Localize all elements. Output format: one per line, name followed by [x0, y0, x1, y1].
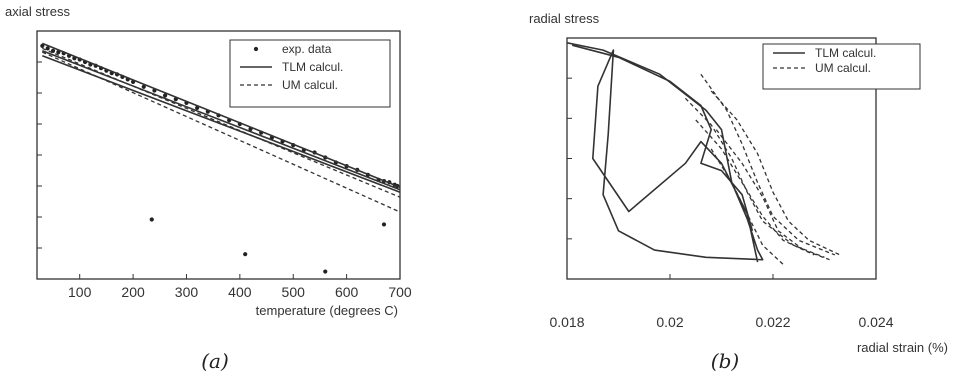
plot-area [567, 42, 841, 265]
data-point-exp-data [149, 217, 154, 222]
data-point-exp-data [163, 93, 168, 98]
data-point-exp-data [381, 222, 387, 227]
series-line-tlm-calcul [42, 50, 400, 191]
plot-area [40, 42, 400, 274]
series-line-um-calcul [42, 47, 400, 198]
legend-label-exp-data: exp. data [282, 42, 332, 56]
chart-b: 0.018 0.02 0.022 0.024 radial stress radial s… [529, 11, 948, 373]
x-tick-label: 0.018 [549, 314, 584, 330]
series-line-um-calcul [695, 119, 815, 256]
y-axis-title: axial stress [5, 4, 71, 19]
x-tick-label: 400 [228, 284, 252, 300]
legend-label-um-calcul: UM calcul. [282, 78, 338, 92]
series-line-tlm-calcul [571, 44, 754, 232]
legend-label-tlm-calcul: TLM calcul. [815, 46, 876, 60]
series-line-um-calcul [710, 148, 784, 265]
data-point-exp-data [243, 252, 248, 257]
x-tick-label: 700 [388, 284, 412, 300]
x-tick-label: 0.022 [755, 314, 790, 330]
chart-a: 100 200 300 400 500 600 700 axial stress tempera… [5, 4, 412, 373]
data-point-exp-data [40, 43, 45, 48]
x-axis-title: temperature (degrees C) [256, 303, 398, 318]
series-line-um-calcul [710, 90, 841, 256]
data-point-exp-data [141, 84, 146, 89]
x-tick-label: 100 [68, 284, 92, 300]
legend-box [762, 43, 921, 90]
data-point-exp-data [45, 46, 50, 51]
legend-swatch-exp-data [253, 46, 259, 52]
series-line-um-calcul [684, 97, 825, 258]
data-point-exp-data [323, 269, 328, 274]
x-tick-label: 0.024 [858, 314, 893, 330]
series-line-tlm-calcul [567, 42, 764, 263]
x-tick-label: 300 [175, 284, 199, 300]
series-line-tlm-calcul [42, 42, 400, 188]
legend-label-tlm-calcul: TLM calcul. [282, 60, 343, 74]
legend: TLM calcul.UM calcul. [762, 43, 921, 90]
x-tick-label: 600 [335, 284, 359, 300]
legend-label-um-calcul: UM calcul. [815, 61, 871, 75]
series-line-um-calcul [715, 129, 830, 261]
legend: exp. data TLM calcul. UM calcul. [229, 39, 391, 108]
x-axis-title: radial strain (%) [857, 340, 948, 355]
y-axis-title: radial stress [529, 11, 600, 26]
x-tick-label: 500 [282, 284, 306, 300]
figure-caption: (b) [711, 349, 739, 373]
x-tick-label: 200 [121, 284, 145, 300]
series-line-um-calcul [42, 51, 400, 213]
figure-caption: (a) [201, 349, 229, 373]
x-tick-label: 0.02 [656, 314, 683, 330]
legend-box [229, 39, 391, 108]
series-line-um-calcul [700, 73, 836, 256]
